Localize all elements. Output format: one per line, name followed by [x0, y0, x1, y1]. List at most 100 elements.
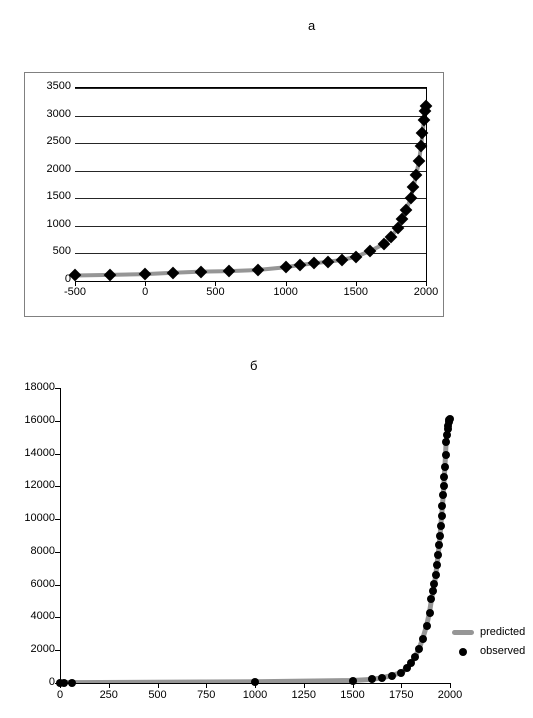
- chart-a-xtick-label: 1500: [341, 286, 371, 298]
- chart-a-marker: [195, 265, 208, 278]
- legend-observed-dot: [459, 648, 467, 656]
- chart-b-xtick-label: 750: [190, 689, 222, 701]
- chart-b-ytick: [55, 421, 60, 422]
- chart-a-ytick-label: 2000: [31, 163, 71, 175]
- chart-a-ytick-label: 1500: [31, 190, 71, 202]
- chart-a-marker: [167, 266, 180, 279]
- chart-b-ytick-label: 16000: [15, 414, 55, 426]
- chart-b-xtick: [450, 683, 451, 688]
- chart-a-marker: [279, 261, 292, 274]
- chart-b-xtick-label: 500: [142, 689, 174, 701]
- chart-a-marker: [407, 181, 420, 194]
- chart-a-marker: [416, 127, 429, 140]
- chart-b-y-axis: [60, 388, 61, 683]
- legend-predicted-label: predicted: [480, 626, 525, 638]
- chart-b-marker: [434, 551, 442, 559]
- chart-b-ytick-label: 8000: [15, 545, 55, 557]
- chart-b-marker: [440, 473, 448, 481]
- chart-a-marker: [413, 154, 426, 167]
- chart-b-ytick-label: 10000: [15, 512, 55, 524]
- legend-predicted-line: [452, 630, 474, 635]
- chart-b-xtick-label: 1250: [288, 689, 320, 701]
- page: а 0500100015002000250030003500-500050010…: [0, 0, 533, 718]
- legend: predicted observed: [452, 626, 532, 676]
- chart-a-container: 0500100015002000250030003500-50005001000…: [24, 72, 444, 317]
- chart-a-ytick-label: 0: [31, 273, 71, 285]
- chart-a-marker: [104, 269, 117, 282]
- chart-b-marker: [438, 512, 446, 520]
- chart-b-ytick: [55, 617, 60, 618]
- chart-b-ytick-label: 14000: [15, 447, 55, 459]
- chart-b-ytick: [55, 519, 60, 520]
- chart-b-marker: [427, 595, 435, 603]
- chart-b-xtick: [158, 683, 159, 688]
- chart-b-fit-line: [60, 388, 450, 683]
- chart-a-gridline: [75, 226, 426, 227]
- chart-b-marker: [438, 502, 446, 510]
- chart-b-marker: [60, 679, 68, 687]
- chart-b-marker: [432, 571, 440, 579]
- chart-b-xtick-label: 0: [44, 689, 76, 701]
- chart-b-marker: [442, 438, 450, 446]
- chart-b-marker: [437, 522, 445, 530]
- chart-b-ytick-label: 12000: [15, 479, 55, 491]
- chart-a-xtick-label: 0: [130, 286, 160, 298]
- chart-b-marker: [349, 677, 357, 685]
- chart-b-marker: [68, 679, 76, 687]
- chart-b-marker: [433, 561, 441, 569]
- chart-b-ytick: [55, 585, 60, 586]
- chart-b-xtick: [304, 683, 305, 688]
- chart-a-ytick-label: 2500: [31, 135, 71, 147]
- chart-b-marker: [411, 653, 419, 661]
- chart-b-marker: [378, 674, 386, 682]
- chart-b-marker: [440, 482, 448, 490]
- chart-b-marker: [429, 587, 437, 595]
- chart-b-xtick-label: 1000: [239, 689, 271, 701]
- chart-b-marker: [441, 463, 449, 471]
- chart-b-marker: [426, 609, 434, 617]
- chart-a-plot-area: [75, 87, 427, 282]
- chart-b-ytick-label: 0: [15, 676, 55, 688]
- chart-a-marker: [307, 257, 320, 270]
- chart-b-marker: [415, 645, 423, 653]
- chart-a-marker: [349, 250, 362, 263]
- chart-b-ytick: [55, 650, 60, 651]
- chart-a-marker: [321, 255, 334, 268]
- chart-b-xtick: [109, 683, 110, 688]
- chart-b-xtick: [401, 683, 402, 688]
- chart-a-marker: [223, 265, 236, 278]
- chart-a-gridline: [75, 88, 426, 89]
- panel-b-label: б: [250, 358, 257, 373]
- chart-b-marker: [436, 532, 444, 540]
- chart-b-xtick-label: 250: [93, 689, 125, 701]
- chart-a-marker: [251, 264, 264, 277]
- chart-a-gridline: [75, 171, 426, 172]
- chart-a-marker: [415, 140, 428, 153]
- chart-a-gridline: [75, 143, 426, 144]
- chart-b-xtick-label: 2000: [434, 689, 466, 701]
- chart-b-plot-area: [60, 388, 450, 683]
- chart-a-xtick-label: 500: [200, 286, 230, 298]
- chart-b-ytick-label: 2000: [15, 643, 55, 655]
- chart-b-ytick-label: 18000: [15, 381, 55, 393]
- chart-a-xtick-label: -500: [60, 286, 90, 298]
- chart-a-gridline: [75, 198, 426, 199]
- chart-b-ytick: [55, 486, 60, 487]
- chart-a-ytick-label: 500: [31, 245, 71, 257]
- chart-b-marker: [442, 451, 450, 459]
- chart-b-xtick-label: 1750: [385, 689, 417, 701]
- chart-b-marker: [423, 622, 431, 630]
- chart-b-marker: [430, 580, 438, 588]
- panel-a-label: а: [308, 18, 315, 33]
- chart-a-ytick-label: 1000: [31, 218, 71, 230]
- chart-b-marker: [435, 541, 443, 549]
- chart-a-marker: [363, 245, 376, 258]
- chart-a-ytick-label: 3000: [31, 108, 71, 120]
- chart-a-gridline: [75, 281, 426, 282]
- chart-b-xtick-label: 1500: [337, 689, 369, 701]
- chart-b-marker: [368, 675, 376, 683]
- chart-b-marker: [446, 415, 454, 423]
- chart-b-marker: [251, 678, 259, 686]
- chart-b-marker: [388, 672, 396, 680]
- chart-a-marker: [335, 254, 348, 267]
